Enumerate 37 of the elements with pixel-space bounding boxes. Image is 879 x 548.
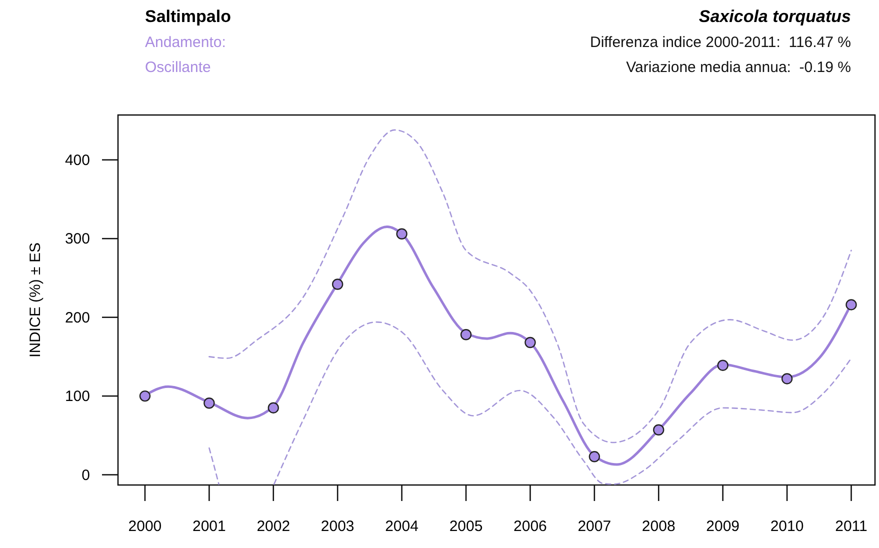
y-tick-label: 400 — [64, 152, 90, 169]
y-tick-label: 0 — [82, 466, 90, 484]
x-tick-label: 2000 — [128, 518, 162, 535]
x-tick-label: 2010 — [770, 518, 804, 535]
x-tick-label: 2006 — [514, 518, 547, 535]
point — [139, 390, 151, 402]
point — [396, 228, 408, 240]
point — [524, 336, 536, 348]
point — [653, 424, 664, 436]
y-tick-label: 100 — [64, 388, 90, 406]
x-tick-label: 2001 — [192, 518, 226, 535]
point — [460, 329, 472, 340]
x-tick-label: 2009 — [706, 518, 740, 535]
x-tick-label: 2003 — [320, 518, 354, 535]
point — [268, 402, 279, 414]
x-tick-label: 2005 — [449, 518, 483, 535]
point — [332, 278, 344, 290]
point — [204, 398, 215, 409]
text: Oscillante — [145, 59, 211, 76]
y-tick-label: 200 — [64, 309, 90, 326]
x-tick-label: 2008 — [642, 518, 676, 535]
point — [717, 360, 728, 371]
text: Variazione media annua: -0.19 % — [626, 59, 851, 76]
point — [588, 451, 600, 462]
y-tick-label: 300 — [64, 230, 90, 248]
x-tick-label: 2004 — [385, 518, 418, 535]
text: Differenza indice 2000-2011: 116.47 % — [590, 34, 851, 51]
point — [781, 373, 793, 384]
y-axis-title: INDICE (%) ± ES — [27, 242, 44, 358]
x-tick-label: 2011 — [835, 518, 868, 535]
x-tick-label: 2002 — [256, 518, 290, 535]
chart-subtitle: Saxicola torquatus — [698, 7, 851, 26]
chart-title: Saltimpalo — [145, 7, 231, 26]
point — [846, 299, 857, 310]
x-tick-label: 2007 — [578, 518, 612, 535]
line-series — [208, 129, 852, 444]
text: Andamento: — [145, 34, 226, 51]
